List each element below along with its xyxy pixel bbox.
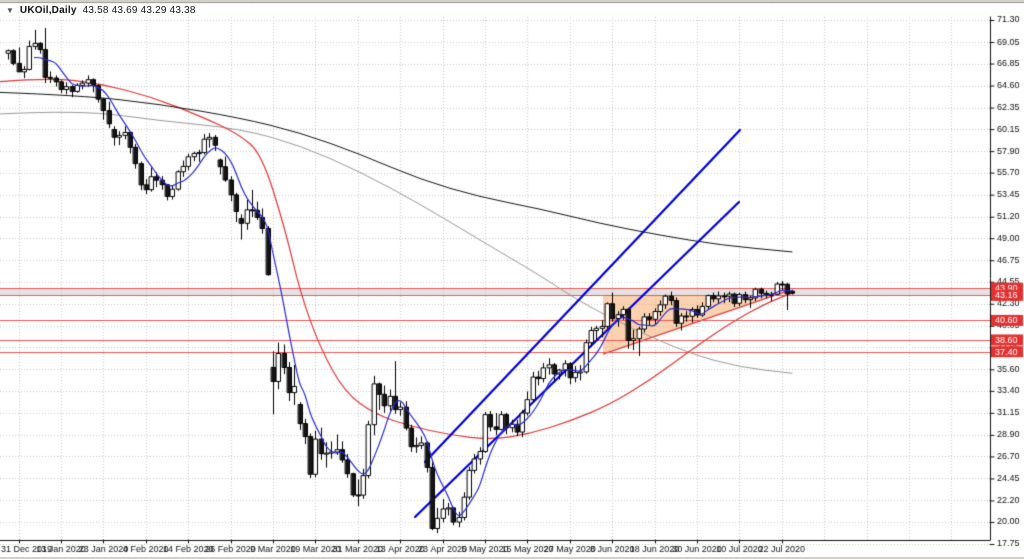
chart-title-bar: ▼ UKOil,Daily 43.58 43.69 43.29 43.38: [6, 5, 196, 16]
symbol-timeframe-label: UKOil,Daily: [19, 5, 77, 16]
chevron-down-icon[interactable]: ▼: [6, 5, 14, 15]
ohlc-quote-label: 43.58 43.69 43.29 43.38: [82, 5, 196, 16]
time-axis[interactable]: [0, 540, 990, 557]
price-axis[interactable]: [990, 17, 1024, 540]
